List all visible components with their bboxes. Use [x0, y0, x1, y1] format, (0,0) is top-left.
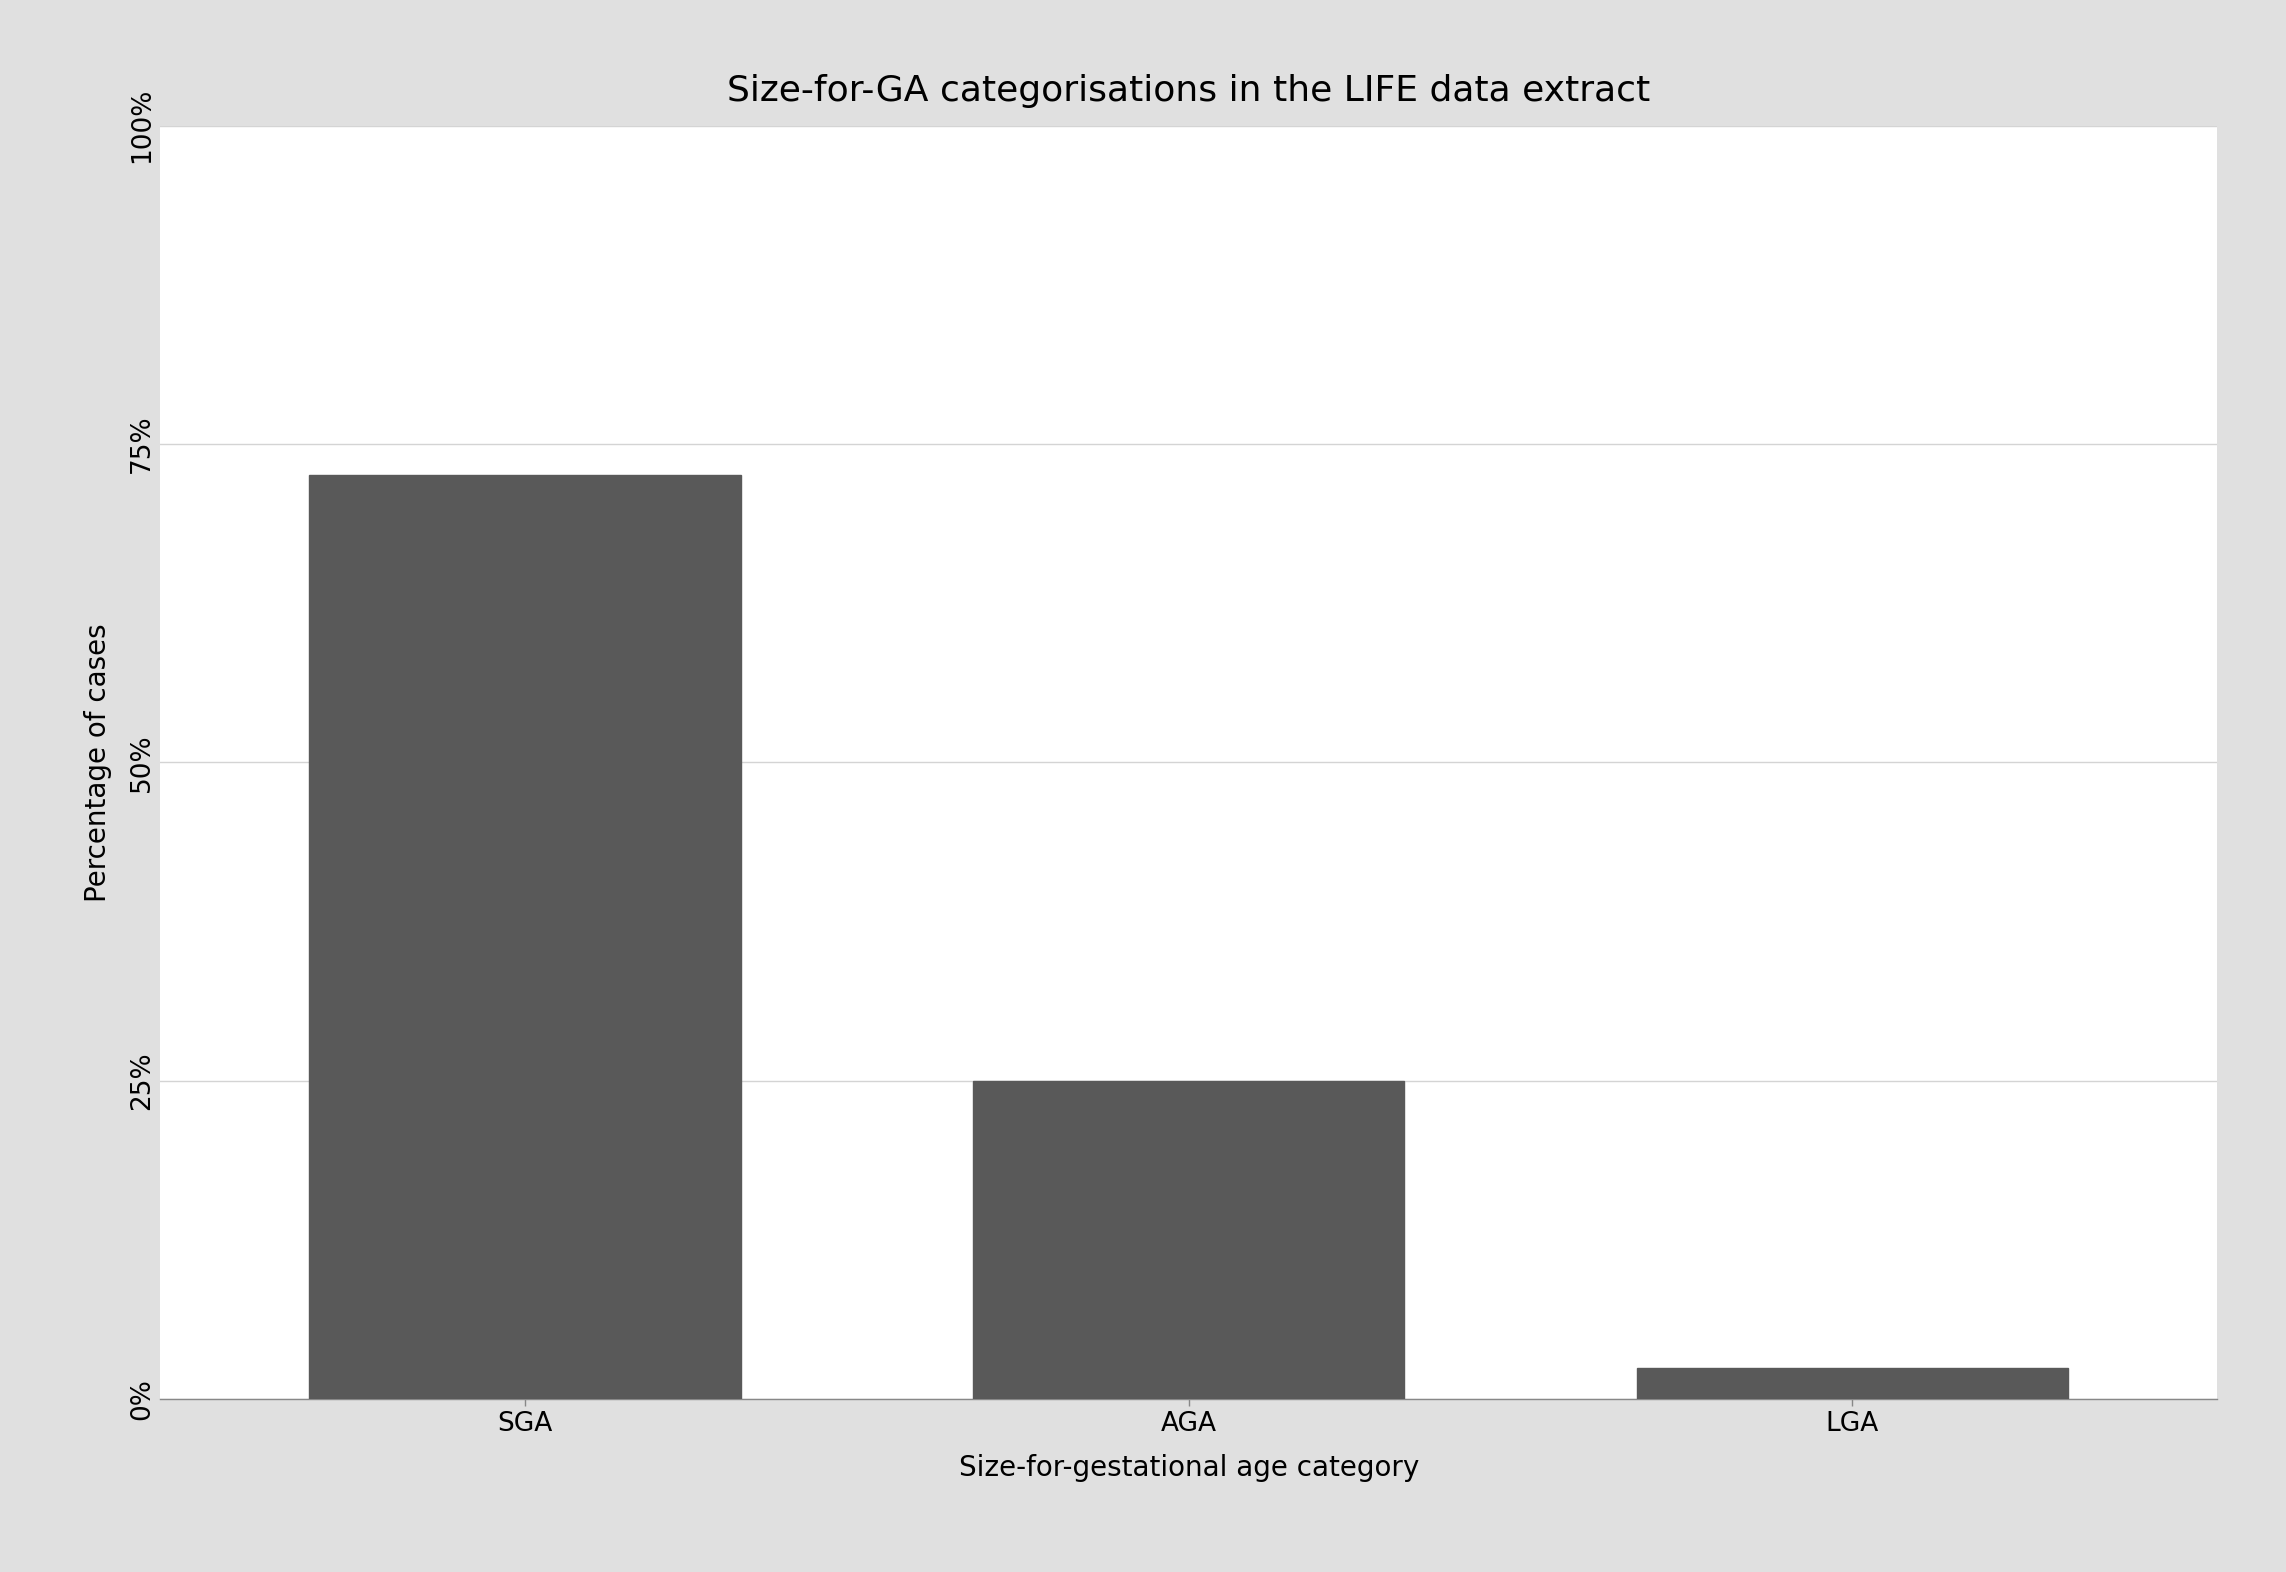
- Bar: [974, 1082, 1404, 1399]
- Y-axis label: Percentage of cases: Percentage of cases: [85, 623, 112, 902]
- Bar: [1637, 1368, 2069, 1399]
- Title: Size-for-GA categorisations in the LIFE data extract: Size-for-GA categorisations in the LIFE …: [727, 74, 1650, 108]
- X-axis label: Size-for-gestational age category: Size-for-gestational age category: [958, 1454, 1420, 1481]
- Bar: [309, 475, 741, 1399]
